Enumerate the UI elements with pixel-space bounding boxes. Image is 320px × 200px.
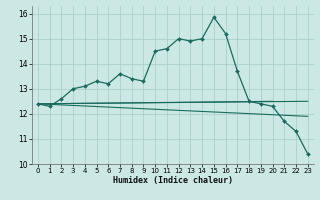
X-axis label: Humidex (Indice chaleur): Humidex (Indice chaleur) — [113, 176, 233, 185]
